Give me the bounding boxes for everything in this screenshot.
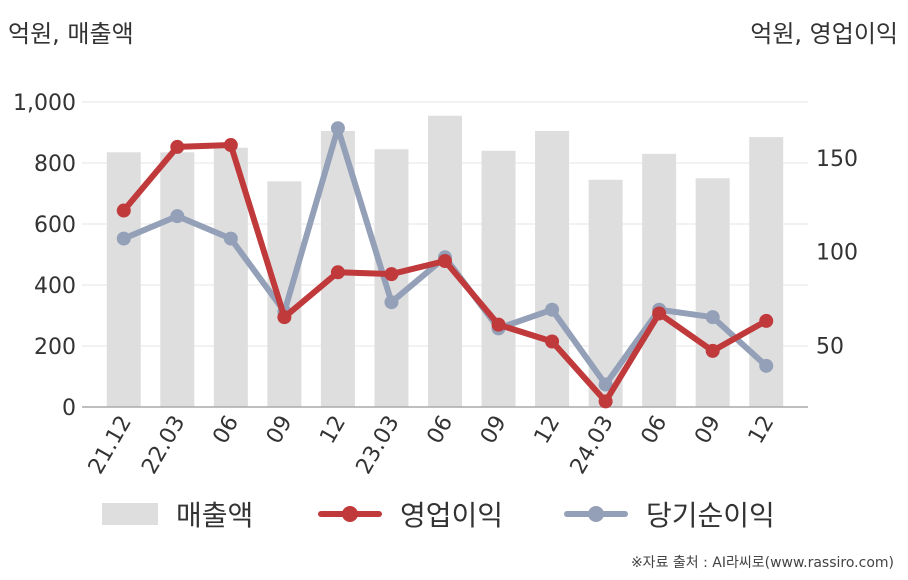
operating-profit-point [223,138,238,153]
operating-profit-point [652,306,667,321]
x-tick-label: 09 [476,412,512,449]
revenue-bar [106,152,141,407]
legend-swatch-revenue [102,503,158,525]
net-income-point [759,358,774,373]
operating-profit-point [384,267,399,282]
net-income-point [116,231,131,246]
net-income-point [545,302,560,317]
x-tick-label: 12 [315,412,351,449]
revenue-bar [695,178,730,407]
y-left-tick-label: 200 [34,335,76,360]
x-tick-label: 09 [690,412,726,449]
legend: 매출액 영업이익 당기순이익 [0,492,908,536]
legend-label-net-income: 당기순이익 [646,499,775,532]
net-income-point [384,295,399,310]
x-tick-label: 24.03 [566,412,619,479]
legend-label-revenue: 매출액 [176,499,254,532]
y-left-tick-label: 600 [34,213,76,238]
net-income-point [598,377,613,392]
operating-profit-point [116,203,131,218]
left-axis-unit-label: 억원, 매출액 [8,20,134,48]
legend-item-operating-profit: 영업이익 [318,492,503,536]
y-right-tick-label: 50 [816,334,844,359]
x-tick-label: 21.12 [84,412,137,479]
operating-profit-point [705,343,720,358]
operating-profit-point [277,310,292,325]
revenue-bar [535,130,570,407]
combo-chart: 0 200 400 600 800 1,000 50 100 150 21.12 22.03 06 09… [13,91,858,479]
operating-profit-point [491,317,506,332]
y-right-tick-label: 150 [816,147,858,172]
net-income-point [705,310,720,325]
net-income-point [170,209,185,224]
operating-profit-point [170,139,185,154]
operating-profit-point [598,394,613,409]
y-left-tick-label: 800 [34,152,76,177]
y-right-tick-label: 100 [816,241,858,266]
legend-item-revenue: 매출액 [102,492,253,536]
source-credit: ※자료 출처 : AI라씨로(www.rassiro.com) [630,555,894,571]
x-tick-label: 06 [208,412,244,449]
revenue-bar [481,150,516,408]
right-axis-unit-label: 억원, 영업이익 [750,20,898,48]
operating-profit-point [438,254,452,269]
legend-label-operating-profit: 영업이익 [400,499,504,532]
net-income-point [330,121,345,136]
operating-profit-point [759,313,774,328]
x-tick-label: 23.03 [352,412,405,479]
operating-profit-point [545,334,560,349]
x-tick-label: 12 [744,412,780,449]
net-income-point [223,231,238,246]
x-tick-label: 06 [423,412,459,449]
legend-swatch-operating-profit [318,503,382,525]
profit-lines [116,121,774,409]
y-left-tick-label: 1,000 [13,91,76,116]
y-left-tick-label: 0 [62,396,76,421]
x-tick-label: 06 [637,412,673,449]
legend-item-net-income: 당기순이익 [564,492,775,536]
y-left-tick-label: 400 [34,274,76,299]
x-tick-label: 12 [530,412,566,449]
legend-swatch-net-income [564,503,628,525]
revenue-bar [160,152,195,407]
operating-profit-point [330,265,345,280]
x-tick-label: 09 [262,412,298,449]
x-tick-label: 22.03 [137,412,190,479]
revenue-bar [642,153,677,407]
